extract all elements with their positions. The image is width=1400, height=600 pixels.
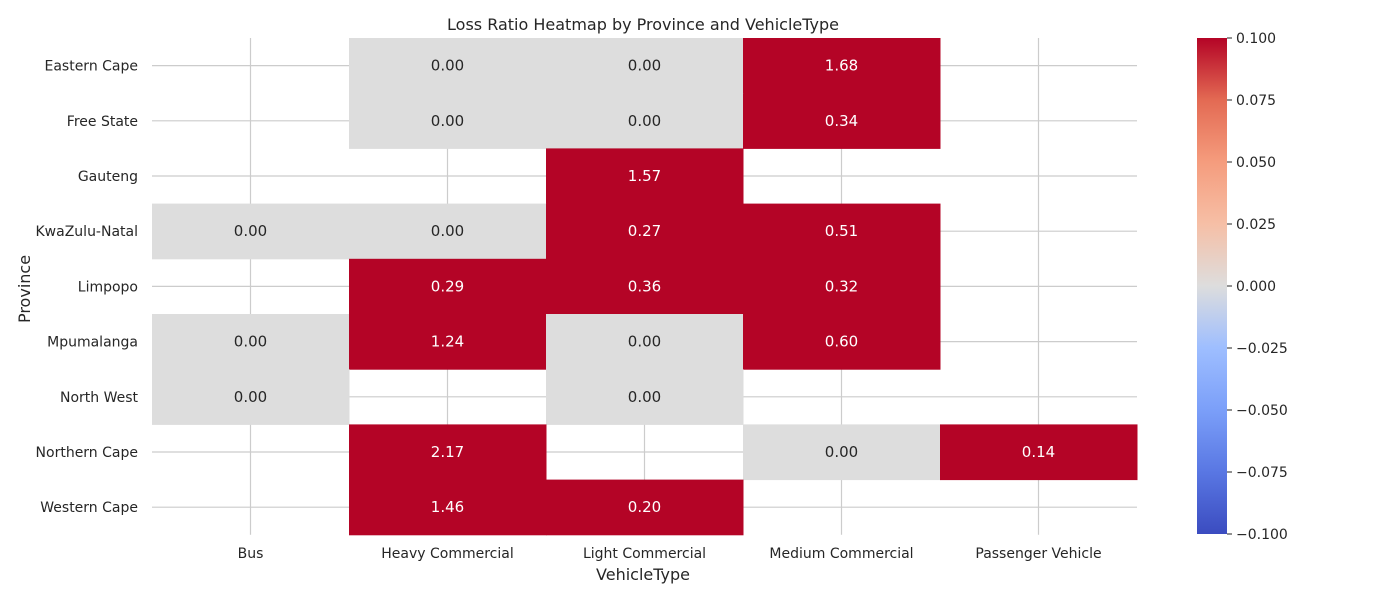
heatmap-cell <box>349 424 547 481</box>
y-tick-label: Gauteng <box>78 169 138 185</box>
y-tick-labels: Eastern Cape Free State Gauteng KwaZulu-Nat… <box>36 59 139 517</box>
cell-value-label: 0.00 <box>431 222 464 240</box>
colorbar-tick-label: 0.025 <box>1236 217 1276 233</box>
heatmap-cell <box>152 203 350 260</box>
heatmap-cell <box>743 424 941 481</box>
x-tick-label: Bus <box>238 546 264 562</box>
colorbar-tick-label: 0.000 <box>1236 279 1276 295</box>
y-tick-label: North West <box>60 390 139 406</box>
cell-value-label: 1.68 <box>825 57 858 75</box>
y-tick-label: Eastern Cape <box>44 59 138 75</box>
cell-value-label: 0.60 <box>825 333 858 351</box>
cell-value-label: 0.00 <box>825 443 858 461</box>
heatmap-cell <box>349 314 547 370</box>
heatmap-cell <box>546 369 744 425</box>
cell-value-labels: 0.00 0.00 1.68 0.00 0.00 0.34 1.57 0.00 0.00 0.27… <box>234 57 1055 517</box>
x-tick-label: Medium Commercial <box>769 546 913 562</box>
x-axis-label: VehicleType <box>596 565 690 584</box>
cell-value-label: 0.36 <box>628 277 661 295</box>
colorbar-tick-label: −0.050 <box>1236 403 1288 419</box>
colorbar-tick-label: −0.100 <box>1236 527 1288 543</box>
cell-value-label: 0.00 <box>234 222 267 240</box>
cell-value-label: 0.00 <box>234 388 267 406</box>
heatmap-cell <box>349 203 547 260</box>
heatmap-cell <box>743 314 941 370</box>
y-tick-label: Western Cape <box>40 500 138 516</box>
heatmap-cell <box>743 258 941 315</box>
heatmap-cell <box>349 258 547 315</box>
cell-value-label: 2.17 <box>431 443 464 461</box>
cell-value-label: 0.34 <box>825 112 858 130</box>
heatmap-cell <box>152 314 350 370</box>
y-tick-label: Free State <box>67 114 138 130</box>
colorbar-tick-label: −0.075 <box>1236 465 1288 481</box>
y-tick-label: Limpopo <box>78 279 138 295</box>
cell-value-label: 0.00 <box>628 112 661 130</box>
heatmap-cell <box>546 93 744 149</box>
heatmap-cell <box>152 369 350 425</box>
heatmap-cell <box>349 38 547 94</box>
colorbar-tick-label: 0.050 <box>1236 155 1276 171</box>
y-tick-label: Mpumalanga <box>47 335 138 351</box>
y-axis-label: Province <box>15 255 34 323</box>
heatmap-cell <box>546 314 744 370</box>
heatmap-cell <box>546 148 744 205</box>
cell-value-label: 1.46 <box>431 498 464 516</box>
cell-value-label: 0.00 <box>234 333 267 351</box>
heatmap-cell <box>546 479 744 536</box>
cell-value-label: 1.57 <box>628 167 661 185</box>
heatmap-cell <box>743 93 941 149</box>
heatmap-cell <box>349 93 547 149</box>
heatmap-cell <box>940 424 1138 481</box>
colorbar-tick-labels: 0.100 0.075 0.050 0.025 0.000 −0.025 −0.050 −0.… <box>1227 31 1288 543</box>
colorbar-tick-label: 0.075 <box>1236 93 1276 109</box>
x-tick-label: Passenger Vehicle <box>975 546 1101 562</box>
heatmap-cell <box>546 203 744 260</box>
cell-value-label: 0.32 <box>825 277 858 295</box>
cell-value-label: 0.29 <box>431 277 464 295</box>
x-tick-label: Heavy Commercial <box>381 546 513 562</box>
heatmap-cell <box>546 258 744 315</box>
cell-value-label: 0.00 <box>628 388 661 406</box>
y-tick-label: Northern Cape <box>36 445 138 461</box>
cell-value-label: 0.14 <box>1022 443 1055 461</box>
chart-title: Loss Ratio Heatmap by Province and Vehic… <box>447 15 839 34</box>
cell-value-label: 0.00 <box>431 112 464 130</box>
cell-value-label: 0.20 <box>628 498 661 516</box>
heatmap-cell <box>546 38 744 94</box>
colorbar-tick-label: −0.025 <box>1236 341 1288 357</box>
heatmap-cell <box>349 479 547 536</box>
cell-value-label: 0.00 <box>628 57 661 75</box>
cell-value-label: 0.00 <box>628 333 661 351</box>
x-tick-label: Light Commercial <box>583 546 706 562</box>
cell-value-label: 0.51 <box>825 222 858 240</box>
cell-value-label: 1.24 <box>431 333 464 351</box>
cell-value-label: 0.27 <box>628 222 661 240</box>
heatmap-cell <box>743 38 941 94</box>
heatmap-cells <box>152 38 1138 536</box>
colorbar-tick-label: 0.100 <box>1236 31 1276 47</box>
y-tick-label: KwaZulu-Natal <box>36 224 139 240</box>
colorbar <box>1197 38 1227 534</box>
cell-value-label: 0.00 <box>431 57 464 75</box>
x-tick-labels: Bus Heavy Commercial Light Commercial Mediu… <box>238 546 1102 562</box>
heatmap-cell <box>743 203 941 260</box>
